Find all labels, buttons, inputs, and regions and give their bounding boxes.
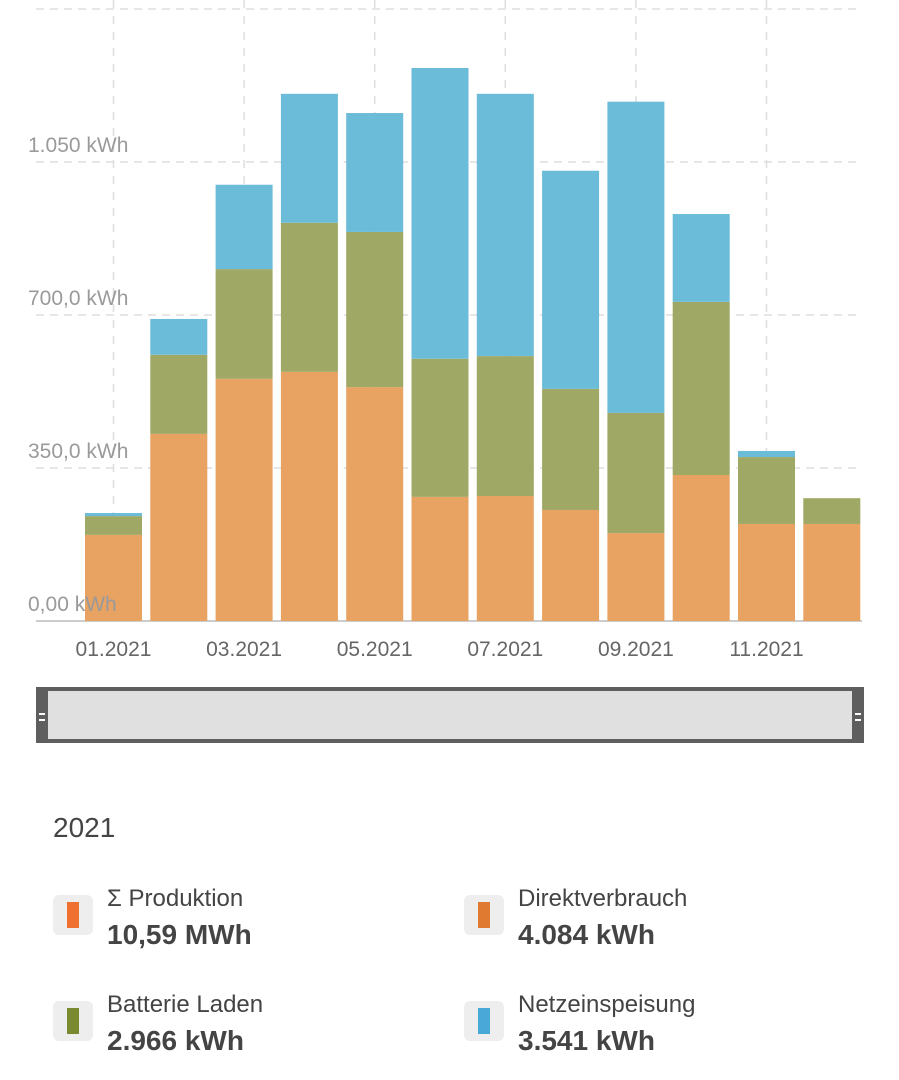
bar-netzeinspeisung <box>542 170 600 389</box>
x-tick-label: 11.2021 <box>729 638 803 661</box>
x-tick-label: 07.2021 <box>467 638 543 661</box>
bar-batterie-laden <box>476 356 534 496</box>
bar-netzeinspeisung <box>280 93 338 223</box>
bar-batterie-laden <box>215 269 273 379</box>
netz-swatch-icon <box>464 1001 504 1041</box>
y-tick-label: 1.050 kWh <box>28 134 128 157</box>
x-tick-label: 01.2021 <box>76 638 152 661</box>
bar-direktverbrauch <box>607 533 665 621</box>
bar-netzeinspeisung <box>150 318 208 355</box>
bar-netzeinspeisung <box>346 113 404 232</box>
legend-netzeinspeisung: Netzeinspeisung 3.541 kWh <box>464 991 844 1061</box>
bar-direktverbrauch <box>542 509 600 621</box>
bar-batterie-laden <box>85 516 142 535</box>
bar-direktverbrauch <box>150 433 208 621</box>
bar-batterie-laden <box>411 358 469 497</box>
bar-direktverbrauch <box>346 387 404 621</box>
y-tick-label: 0,00 kWh <box>28 593 117 616</box>
bar-batterie-laden <box>803 498 861 524</box>
bar-direktverbrauch <box>280 371 338 621</box>
bar-netzeinspeisung <box>85 513 142 517</box>
range-navigator[interactable] <box>36 687 864 743</box>
bar-netzeinspeisung <box>738 450 795 458</box>
x-tick-label: 03.2021 <box>206 638 282 661</box>
bar-netzeinspeisung <box>607 101 665 413</box>
produktion-swatch-icon <box>53 895 93 935</box>
bar-batterie-laden <box>738 457 795 524</box>
bar-direktverbrauch <box>803 523 861 621</box>
bar-batterie-laden <box>542 388 600 510</box>
legend-produktion: Σ Produktion 10,59 MWh <box>53 885 433 955</box>
bar-netzeinspeisung <box>215 184 273 270</box>
bar-direktverbrauch <box>411 496 469 621</box>
bar-netzeinspeisung <box>476 93 534 357</box>
direktverbrauch-swatch-icon <box>464 895 504 935</box>
x-tick-label: 05.2021 <box>337 638 413 661</box>
x-tick-label: 09.2021 <box>598 638 674 661</box>
stacked-bar-chart: 0,00 kWh 350,0 kWh 700,0 kWh 1.050 kWh 1.400… <box>28 0 862 661</box>
left-handle[interactable] <box>39 713 45 721</box>
y-tick-label: 700,0 kWh <box>28 287 128 310</box>
bar-direktverbrauch <box>738 523 795 621</box>
bar-direktverbrauch <box>85 534 142 621</box>
summary-year: 2021 <box>53 812 116 843</box>
legend-batterie-laden: Batterie Laden 2.966 kWh <box>53 991 433 1061</box>
y-tick-label: 350,0 kWh <box>28 440 128 463</box>
bar-netzeinspeisung <box>411 68 469 359</box>
bar-batterie-laden <box>672 301 730 475</box>
legend-direktverbrauch: Direktverbrauch 4.084 kWh <box>464 885 844 955</box>
bar-batterie-laden <box>280 222 338 372</box>
y-tick-label: 1.400 kWh <box>28 0 128 4</box>
right-handle[interactable] <box>855 713 861 721</box>
bar-direktverbrauch <box>476 495 534 621</box>
bar-batterie-laden <box>607 412 665 534</box>
bar-direktverbrauch <box>672 474 730 621</box>
bar-netzeinspeisung <box>672 214 730 302</box>
bar-direktverbrauch <box>215 378 273 621</box>
bar-batterie-laden <box>346 231 404 388</box>
bar-batterie-laden <box>150 354 208 434</box>
batterie-swatch-icon <box>53 1001 93 1041</box>
